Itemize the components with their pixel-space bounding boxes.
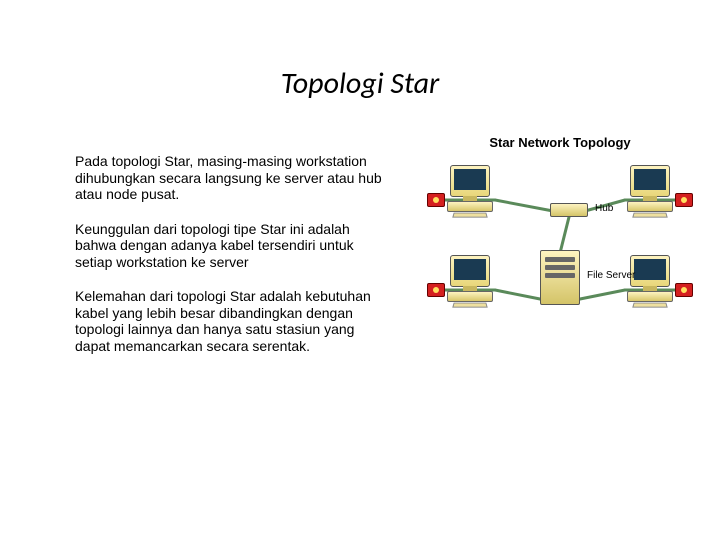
paragraph-disadvantages: Kelemahan dari topologi Star adalah kebu…: [75, 288, 385, 354]
workstation-2: [625, 165, 675, 220]
page-title: Topologi Star: [0, 65, 720, 102]
workstation-4: [625, 255, 675, 310]
terminator-4: [675, 283, 693, 297]
paragraph-intro: Pada topologi Star, masing-masing workst…: [75, 153, 385, 203]
workstation-3: [445, 255, 495, 310]
description-column: Pada topologi Star, masing-masing workst…: [75, 153, 385, 372]
hub-device: [550, 203, 588, 217]
workstation-1: [445, 165, 495, 220]
terminator-3: [427, 283, 445, 297]
terminator-2: [675, 193, 693, 207]
hub-label: Hub: [595, 203, 613, 214]
star-topology-diagram: Star Network Topology Hub File Server: [425, 135, 695, 350]
paragraph-advantages: Keunggulan dari topologi tipe Star ini a…: [75, 221, 385, 271]
server-label: File Server: [587, 270, 635, 281]
terminator-1: [427, 193, 445, 207]
file-server: [535, 250, 585, 310]
